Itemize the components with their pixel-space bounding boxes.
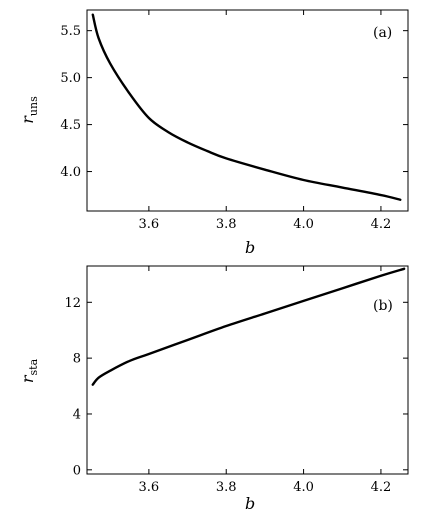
panel-a: (a) b runs 3.6 3.8 4.0 4.2 4.0 4.5 5.0 5.5 [18,9,409,257]
panel-b-ticks: 3.6 3.8 4.0 4.2 0 4 8 12 [64,266,408,495]
panel-b-ylabel-sub: sta [27,358,40,375]
panel-b-xtick-label: 4.0 [293,480,314,495]
panel-b-label: (b) [373,298,393,314]
panel-a-label: (a) [373,25,392,41]
panel-a-xlabel: b [245,238,255,257]
panel-a-ylabel: runs [18,96,40,124]
panel-b-xlabel: b [245,494,255,513]
panel-b-xtick-label: 3.6 [139,480,160,495]
panel-b-xtick-label: 3.8 [216,480,237,495]
panel-b-curve [91,267,406,386]
panel-a-ytick-label: 5.0 [60,71,81,86]
panel-b-ytick-label: 8 [73,352,81,367]
panel-a-ytick-label: 4.0 [60,165,81,180]
panel-a-ytick-label: 4.5 [60,118,81,133]
panel-a-xtick-label: 4.2 [371,217,392,232]
panel-a-xtick-label: 3.8 [216,217,237,232]
panel-a-ytick-label: 5.5 [60,24,81,39]
panel-b-xtick-label: 4.2 [371,480,392,495]
panel-b-ylabel: rsta [18,358,40,383]
panel-b-ylabel-main: r [18,374,37,383]
panel-a-frame [86,9,409,212]
panel-a-ylabel-main: r [18,115,37,124]
panel-a-xtick-label: 3.6 [139,217,160,232]
panel-b-frame [86,265,409,475]
panel-b-ytick-label: 12 [64,296,81,311]
panel-b: (b) b rsta 3.6 3.8 4.0 4.2 0 4 8 12 [18,265,409,513]
panel-b-ytick-label: 4 [73,407,81,422]
panel-a-ylabel-sub: uns [27,96,40,116]
panel-a-ticks: 3.6 3.8 4.0 4.2 4.0 4.5 5.0 5.5 [60,10,408,232]
panel-a-curve [91,13,402,201]
panel-a-xtick-label: 4.0 [293,217,314,232]
panel-b-ytick-label: 0 [73,463,81,478]
